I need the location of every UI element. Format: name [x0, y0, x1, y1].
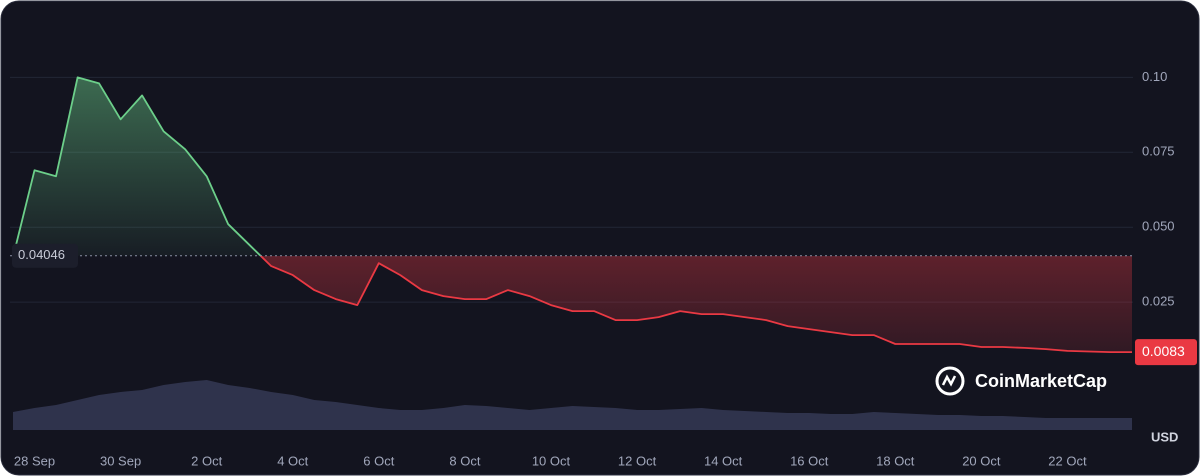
x-tick-label: 28 Sep	[14, 453, 55, 468]
watermark-logo	[935, 366, 965, 396]
x-tick-label: 2 Oct	[191, 453, 222, 468]
y-tick-label: 0.075	[1142, 144, 1175, 159]
x-tick-label: 12 Oct	[618, 453, 657, 468]
price-line	[12, 76, 1132, 353]
y-tick-label: 0.050	[1142, 219, 1175, 234]
x-tick-label: 30 Sep	[100, 453, 141, 468]
currency: USD	[1151, 429, 1178, 444]
x-tick-label: 6 Oct	[363, 453, 394, 468]
watermark: CoinMarketCap	[975, 371, 1107, 391]
x-tick-label: 20 Oct	[962, 453, 1001, 468]
y-tick-label: 0.025	[1142, 294, 1175, 309]
x-tick-label: 16 Oct	[790, 453, 829, 468]
x-tick-label: 8 Oct	[449, 453, 480, 468]
baseline-label: 0.04046	[18, 247, 65, 262]
last-price-box	[1135, 339, 1197, 366]
last-price-label: 0.0083	[1142, 343, 1185, 359]
x-tick-label: 22 Oct	[1048, 453, 1087, 468]
baseline-label-box	[12, 243, 78, 268]
y-tick-label: 0.10	[1142, 69, 1167, 84]
x-tick-label: 10 Oct	[532, 453, 571, 468]
x-tick-label: 18 Oct	[876, 453, 915, 468]
x-tick-label: 14 Oct	[704, 453, 743, 468]
volume-area	[13, 380, 1132, 430]
x-tick-label: 4 Oct	[277, 453, 308, 468]
price-area	[13, 77, 1132, 353]
